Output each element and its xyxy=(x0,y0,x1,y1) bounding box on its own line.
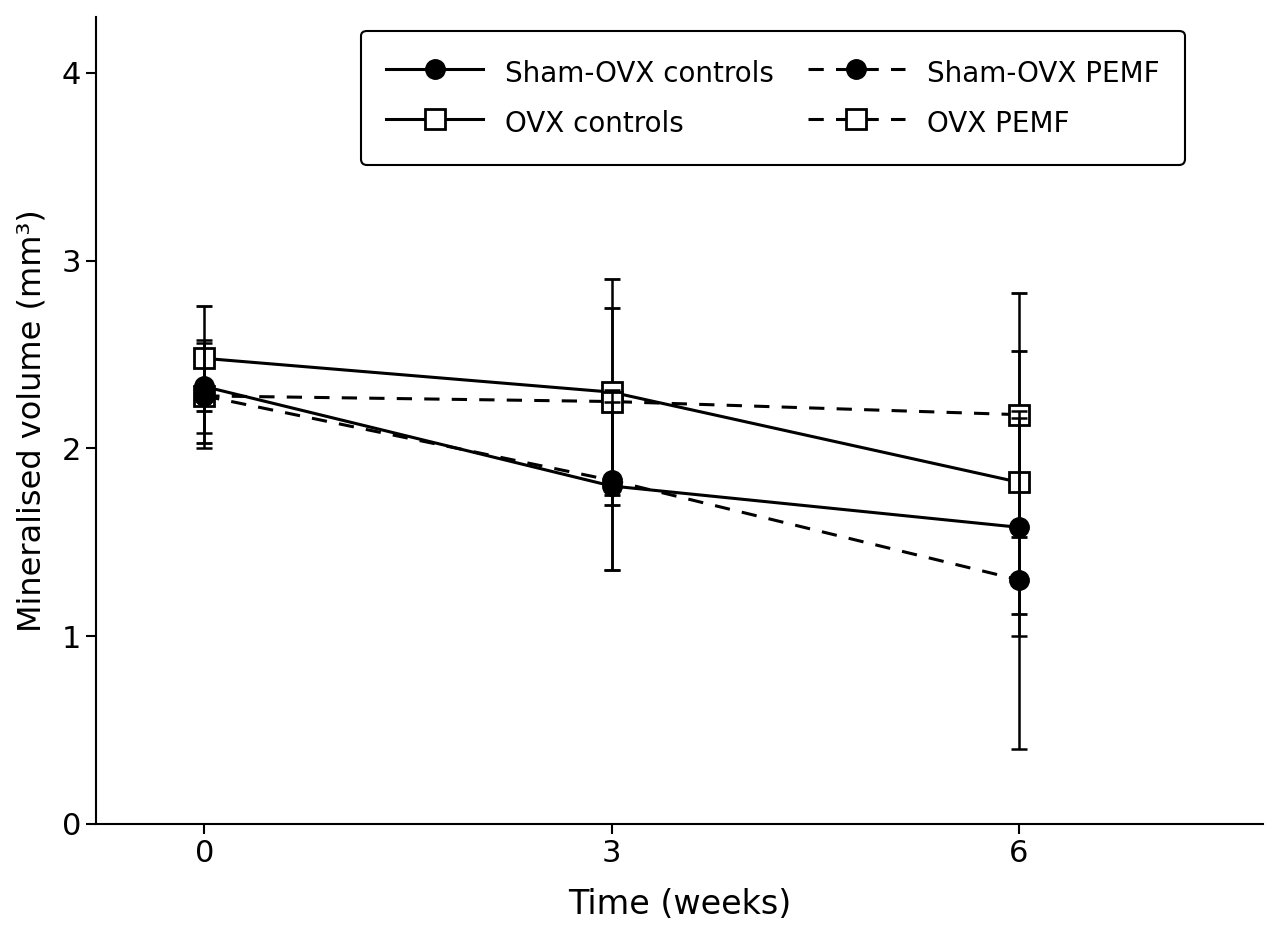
X-axis label: Time (weeks): Time (weeks) xyxy=(568,888,791,921)
Y-axis label: Mineralised volume (mm³): Mineralised volume (mm³) xyxy=(17,209,47,631)
Legend: Sham-OVX controls, OVX controls, Sham-OVX PEMF, OVX PEMF: Sham-OVX controls, OVX controls, Sham-OV… xyxy=(361,31,1185,165)
